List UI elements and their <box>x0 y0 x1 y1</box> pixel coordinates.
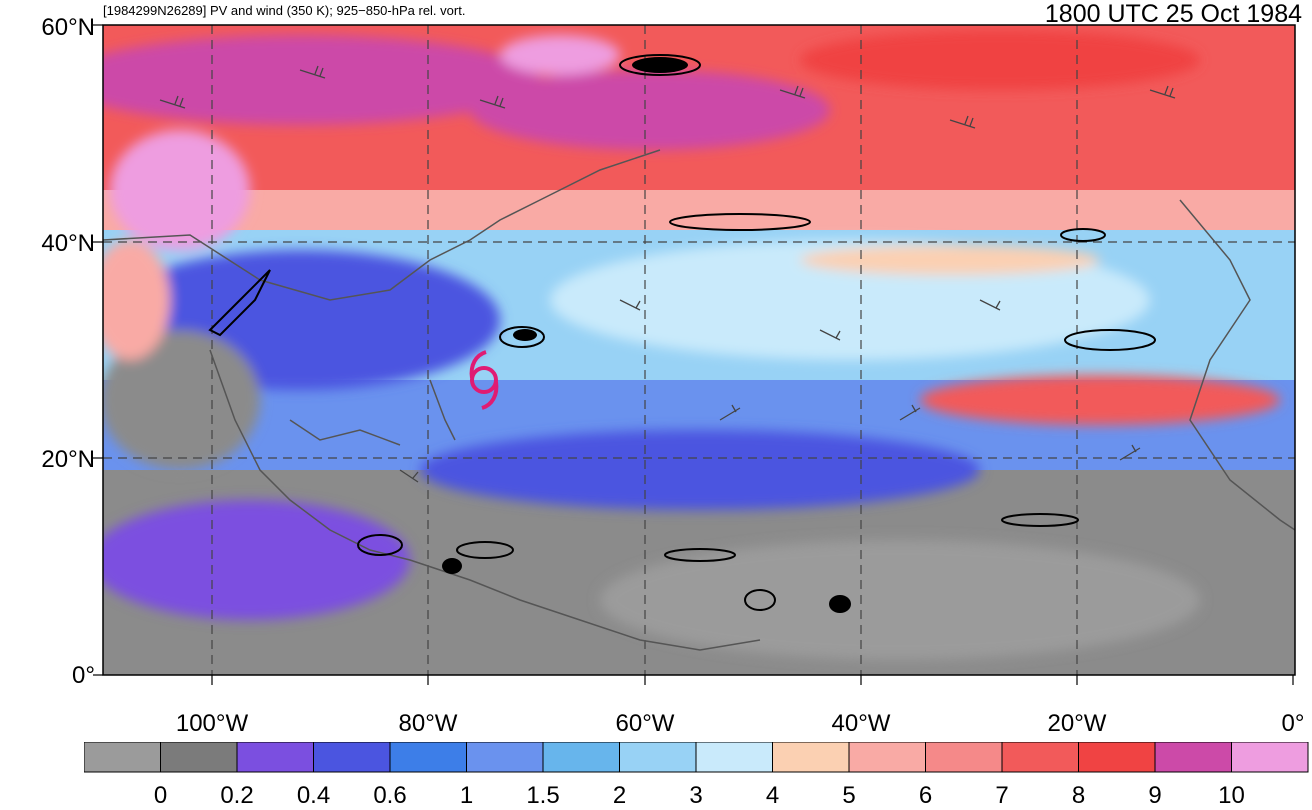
pv-patch <box>420 430 980 510</box>
colorbar-label: 0.6 <box>373 782 407 809</box>
colorbar-label: 3 <box>689 782 703 809</box>
lat-label-0: 0° <box>72 662 95 689</box>
colorbar-cell <box>1231 742 1309 773</box>
coastlines <box>103 149 1295 651</box>
colorbar-label: 6 <box>918 782 933 809</box>
wind-barbs <box>159 65 1176 483</box>
map-title: [1984299N26289] PV and wind (350 K); 925… <box>103 3 466 18</box>
colorbar-label: 1 <box>459 782 474 809</box>
colorbar-cell <box>1154 742 1232 773</box>
colorbar-cell <box>848 742 926 773</box>
lon-label-0: 0° <box>1281 710 1305 737</box>
colorbar-cell <box>160 742 238 773</box>
pv-patch <box>600 540 1200 660</box>
lon-label-20w: 20°W <box>1047 710 1107 737</box>
colorbar-label: 5 <box>842 782 856 809</box>
pv-wind-map <box>93 24 1296 685</box>
colorbar-label: 4 <box>765 782 780 809</box>
colorbar-label: 0.4 <box>296 782 331 809</box>
colorbar-cell <box>542 742 620 773</box>
lon-label-60w: 60°W <box>615 710 675 737</box>
colorbar-label: 9 <box>1148 782 1162 809</box>
colorbar-label: 1.5 <box>526 782 560 809</box>
lat-label-60: 60°N <box>41 14 95 41</box>
colorbar-cell <box>1078 742 1156 773</box>
colorbar-cell <box>619 742 697 773</box>
colorbar-cell <box>84 742 161 773</box>
pv-patch <box>500 35 620 75</box>
colorbar-label: 7 <box>995 782 1009 809</box>
lon-label-40w: 40°W <box>831 710 891 737</box>
colorbar-label: 10 <box>1218 782 1245 809</box>
pv-patch <box>470 70 830 150</box>
map-timestamp: 1800 UTC 25 Oct 1984 <box>1044 0 1302 28</box>
colorbar-cell <box>772 742 850 773</box>
colorbar-cell <box>466 742 544 773</box>
pv-patch <box>920 375 1280 425</box>
axis-ticks <box>93 24 1294 685</box>
pv-patch <box>103 500 410 620</box>
colorbar-cell <box>695 742 773 773</box>
pv-patch <box>800 245 1100 275</box>
pv-patch <box>110 130 250 250</box>
colorbar-label: 0 <box>153 782 168 809</box>
colorbar-cell <box>389 742 467 773</box>
lat-label-20: 20°N <box>41 446 95 473</box>
colorbar-cell <box>236 742 314 773</box>
pv-patch <box>103 35 540 125</box>
colorbar-label: 0.2 <box>220 782 254 809</box>
colorbar-cell <box>925 742 1003 773</box>
lon-label-100w: 100°W <box>175 710 249 737</box>
colorbar-label: 2 <box>612 782 627 809</box>
pv-colorbar <box>84 742 1309 773</box>
pv-patch <box>103 330 260 470</box>
plot-frame <box>102 24 1296 676</box>
lon-label-80w: 80°W <box>398 710 458 737</box>
vorticity-contours <box>208 54 1156 611</box>
colorbar-cell <box>313 742 391 773</box>
vorticity-maxima <box>442 57 851 613</box>
tropical-cyclone-icon <box>469 350 499 410</box>
pv-patch <box>800 30 1200 90</box>
pv-patch <box>103 240 170 360</box>
colorbar-label: 8 <box>1071 782 1086 809</box>
colorbar-cell <box>1001 742 1079 773</box>
lat-label-40: 40°N <box>41 230 95 257</box>
